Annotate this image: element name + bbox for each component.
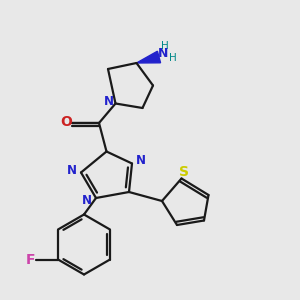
Text: N: N bbox=[104, 94, 114, 108]
Text: F: F bbox=[26, 253, 35, 266]
Text: N: N bbox=[66, 164, 76, 178]
Text: H: H bbox=[161, 40, 169, 51]
Text: H: H bbox=[169, 53, 176, 64]
Text: N: N bbox=[136, 154, 146, 167]
Text: N: N bbox=[82, 194, 92, 207]
Text: O: O bbox=[61, 116, 73, 129]
Text: N: N bbox=[158, 47, 169, 60]
Polygon shape bbox=[136, 51, 160, 63]
Text: S: S bbox=[179, 165, 189, 179]
